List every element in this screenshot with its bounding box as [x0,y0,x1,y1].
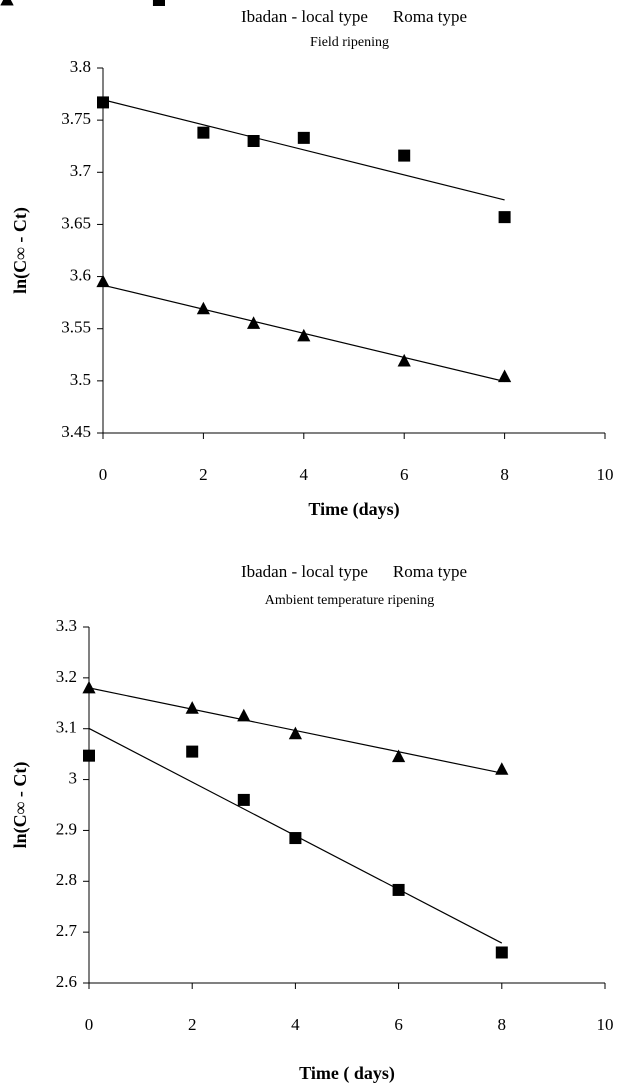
y-tick-label: 3.75 [61,109,91,128]
x-tick-label: 10 [597,1015,614,1034]
y-tick-label: 3.45 [61,422,91,441]
data-point [297,131,310,144]
y-tick-label: 2.8 [56,870,77,889]
x-tick-label: 6 [400,465,409,484]
data-point [398,149,411,162]
y-axis-label: ln(C∞ - Ct) [10,762,31,849]
legend: Ibadan - local type Roma type [241,562,467,581]
data-point [237,793,250,806]
x-tick-label: 10 [597,465,614,484]
x-tick-label: 0 [85,1015,94,1034]
x-tick-label: 8 [500,465,509,484]
data-point [237,708,251,722]
data-point [297,328,311,342]
data-point [397,353,411,367]
x-axis-label: Time (days) [308,499,399,520]
x-tick-label: 2 [188,1015,197,1034]
y-tick-label: 3.1 [56,718,77,737]
y-tick-label: 2.9 [56,819,77,838]
data-point [83,749,95,762]
data-point [392,749,406,763]
data-point [495,946,508,959]
x-tick-label: 6 [394,1015,403,1034]
legend: Ibadan - local type Roma type [241,7,467,26]
y-tick-label: 3.65 [61,213,91,232]
legend-marker [0,0,14,6]
y-tick-label: 3 [69,768,78,787]
legend-marker [152,0,165,6]
x-tick-label: 2 [199,465,208,484]
data-point [196,301,210,315]
data-point [185,701,199,714]
legend-label: Roma type [393,562,467,581]
y-tick-label: 3.6 [70,265,91,284]
y-tick-label: 3.7 [70,161,92,180]
y-tick-label: 3.2 [56,667,77,686]
y-tick-label: 3.3 [56,616,77,635]
y-axis-label: ln(C∞ - Ct) [10,207,31,294]
data-point [82,680,96,694]
data-point [96,274,110,288]
data-point [186,745,199,758]
y-tick-label: 3.8 [70,57,91,76]
data-point [289,832,302,845]
subtitle: Ambient temperature ripening [265,593,435,608]
y-tick-label: 2.6 [56,972,77,991]
legend-label: Ibadan - local type [241,562,368,581]
legend-label: Ibadan - local type [241,7,368,26]
trend-line [102,99,505,201]
data-point [392,883,405,896]
x-tick-label: 8 [498,1015,507,1034]
x-tick-label: 4 [291,1015,300,1034]
x-tick-label: 4 [300,465,309,484]
data-point [247,316,261,329]
data-point [197,126,210,139]
data-point [97,96,109,109]
x-axis-label: Time ( days) [299,1063,395,1084]
subtitle: Field ripening [310,35,389,50]
data-point [495,762,509,775]
y-tick-label: 2.7 [56,921,78,940]
x-tick-label: 0 [99,465,108,484]
y-tick-label: 3.55 [61,318,91,337]
y-tick-label: 3.5 [70,370,91,389]
legend-label: Roma type [393,7,467,26]
data-point [498,211,511,224]
data-point [247,135,260,147]
data-point [498,369,512,383]
data-point [288,726,302,740]
